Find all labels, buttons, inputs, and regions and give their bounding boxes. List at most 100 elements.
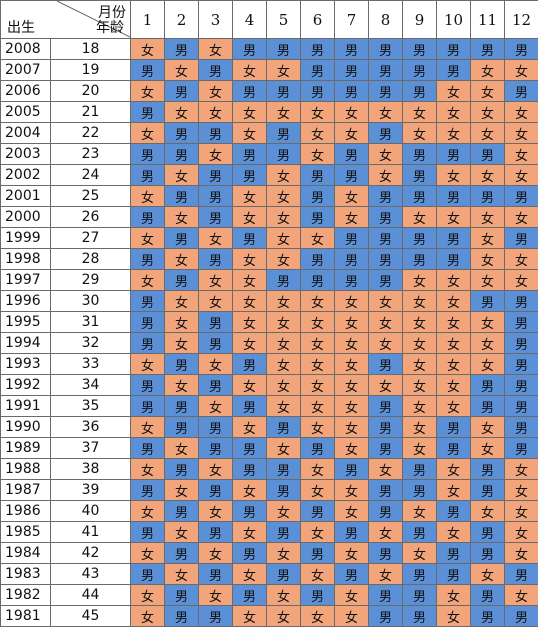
girl-cell: 女 — [369, 522, 403, 543]
girl-cell: 女 — [403, 438, 437, 459]
girl-cell: 女 — [335, 417, 369, 438]
boy-cell: 男 — [301, 585, 335, 606]
girl-cell: 女 — [403, 312, 437, 333]
girl-cell: 女 — [335, 375, 369, 396]
birth-year-cell: 1991 — [1, 396, 51, 417]
girl-cell: 女 — [403, 501, 437, 522]
boy-cell: 男 — [233, 459, 267, 480]
boy-cell: 男 — [165, 144, 199, 165]
boy-cell: 男 — [131, 312, 165, 333]
boy-cell: 男 — [437, 144, 471, 165]
girl-cell: 女 — [301, 354, 335, 375]
boy-cell: 男 — [505, 396, 538, 417]
boy-cell: 男 — [505, 39, 538, 60]
boy-cell: 男 — [199, 207, 233, 228]
girl-cell: 女 — [505, 585, 538, 606]
girl-cell: 女 — [131, 459, 165, 480]
boy-cell: 男 — [199, 564, 233, 585]
boy-cell: 男 — [199, 186, 233, 207]
boy-cell: 男 — [165, 459, 199, 480]
girl-cell: 女 — [335, 312, 369, 333]
girl-cell: 女 — [403, 396, 437, 417]
girl-cell: 女 — [131, 543, 165, 564]
boy-cell: 男 — [199, 123, 233, 144]
birth-year-cell: 1994 — [1, 333, 51, 354]
girl-cell: 女 — [301, 144, 335, 165]
girl-cell: 女 — [131, 186, 165, 207]
girl-cell: 女 — [233, 375, 267, 396]
boy-cell: 男 — [471, 480, 505, 501]
age-cell: 26 — [51, 207, 131, 228]
header-row: 出生 月份 年龄 1 2 3 4 5 6 7 8 9 10 11 12 — [1, 1, 538, 39]
girl-cell: 女 — [369, 375, 403, 396]
boy-cell: 男 — [267, 480, 301, 501]
boy-cell: 男 — [335, 564, 369, 585]
boy-cell: 男 — [437, 39, 471, 60]
girl-cell: 女 — [233, 480, 267, 501]
boy-cell: 男 — [505, 186, 538, 207]
boy-cell: 男 — [369, 606, 403, 627]
girl-cell: 女 — [233, 249, 267, 270]
boy-cell: 男 — [437, 564, 471, 585]
boy-cell: 男 — [199, 165, 233, 186]
girl-cell: 女 — [471, 207, 505, 228]
boy-cell: 男 — [301, 501, 335, 522]
boy-cell: 男 — [437, 249, 471, 270]
girl-cell: 女 — [165, 165, 199, 186]
girl-cell: 女 — [403, 123, 437, 144]
age-cell: 39 — [51, 480, 131, 501]
girl-cell: 女 — [505, 522, 538, 543]
boy-cell: 男 — [335, 249, 369, 270]
girl-cell: 女 — [131, 585, 165, 606]
girl-cell: 女 — [301, 417, 335, 438]
age-cell: 30 — [51, 291, 131, 312]
girl-cell: 女 — [267, 207, 301, 228]
girl-cell: 女 — [267, 102, 301, 123]
girl-cell: 女 — [233, 312, 267, 333]
girl-cell: 女 — [301, 291, 335, 312]
girl-cell: 女 — [267, 291, 301, 312]
girl-cell: 女 — [437, 312, 471, 333]
girl-cell: 女 — [437, 207, 471, 228]
girl-cell: 女 — [335, 396, 369, 417]
boy-cell: 男 — [369, 249, 403, 270]
boy-cell: 男 — [301, 186, 335, 207]
girl-cell: 女 — [335, 186, 369, 207]
girl-cell: 女 — [301, 396, 335, 417]
age-cell: 40 — [51, 501, 131, 522]
boy-cell: 男 — [199, 249, 233, 270]
boy-cell: 男 — [131, 375, 165, 396]
girl-cell: 女 — [505, 543, 538, 564]
boy-cell: 男 — [165, 501, 199, 522]
boy-cell: 男 — [471, 459, 505, 480]
girl-cell: 女 — [233, 186, 267, 207]
girl-cell: 女 — [165, 207, 199, 228]
boy-cell: 男 — [267, 522, 301, 543]
boy-cell: 男 — [233, 81, 267, 102]
month-header: 3 — [199, 1, 233, 39]
boy-cell: 男 — [403, 249, 437, 270]
boy-cell: 男 — [233, 585, 267, 606]
age-cell: 21 — [51, 102, 131, 123]
boy-cell: 男 — [233, 543, 267, 564]
girl-cell: 女 — [471, 60, 505, 81]
boy-cell: 男 — [267, 123, 301, 144]
birth-year-cell: 1987 — [1, 480, 51, 501]
boy-cell: 男 — [369, 228, 403, 249]
birth-year-cell: 2008 — [1, 39, 51, 60]
girl-cell: 女 — [471, 312, 505, 333]
girl-cell: 女 — [131, 501, 165, 522]
age-cell: 23 — [51, 144, 131, 165]
boy-cell: 男 — [131, 144, 165, 165]
boy-cell: 男 — [369, 270, 403, 291]
boy-cell: 男 — [403, 606, 437, 627]
boy-cell: 男 — [335, 522, 369, 543]
girl-cell: 女 — [233, 606, 267, 627]
girl-cell: 女 — [471, 102, 505, 123]
boy-cell: 男 — [131, 480, 165, 501]
